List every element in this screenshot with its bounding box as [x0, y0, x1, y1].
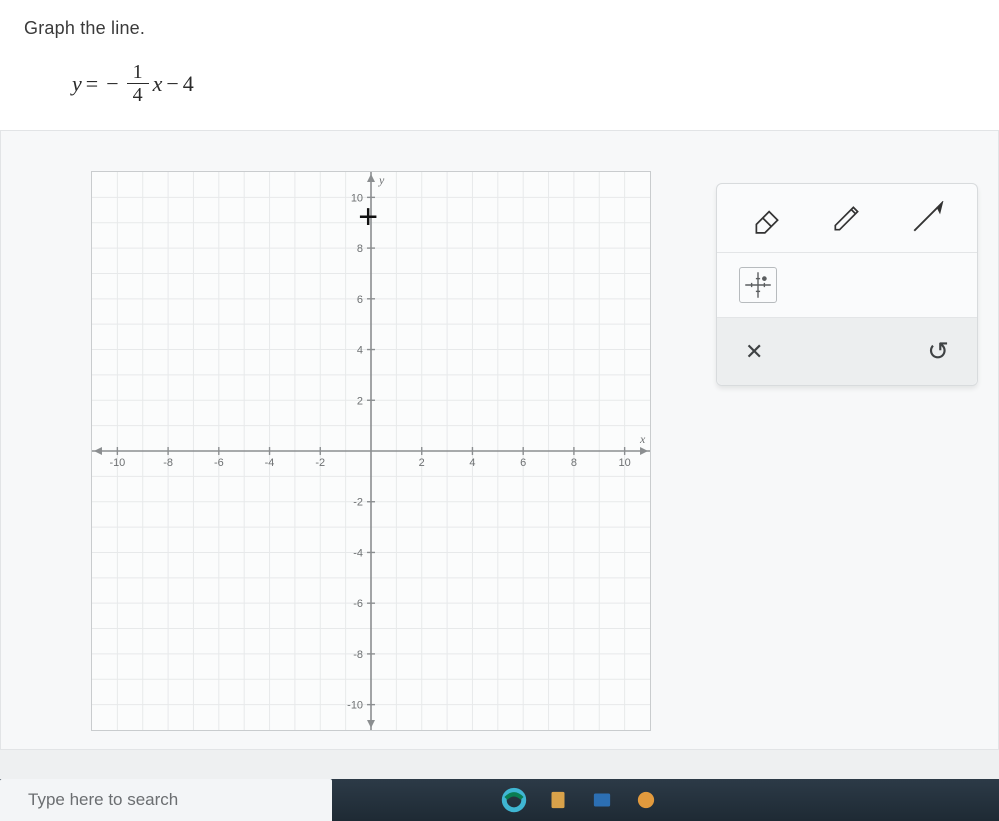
svg-text:-4: -4 — [265, 457, 275, 469]
taskbar-search-placeholder: Type here to search — [28, 790, 178, 810]
svg-text:-6: -6 — [214, 457, 224, 469]
svg-text:6: 6 — [357, 294, 363, 306]
svg-text:x: x — [639, 432, 646, 446]
point-tool-icon[interactable] — [739, 267, 777, 303]
windows-taskbar: Type here to search — [0, 779, 999, 821]
taskbar-app-icon-1[interactable] — [536, 779, 580, 821]
graph-workspace: -10-8-6-4-2246810-10-8-6-4-2246810xy + — [0, 130, 999, 750]
svg-text:2: 2 — [357, 395, 363, 407]
svg-text:y: y — [378, 173, 385, 187]
taskbar-app-icon-3[interactable] — [624, 779, 668, 821]
eraser-icon[interactable] — [745, 198, 789, 238]
svg-text:10: 10 — [619, 457, 631, 469]
svg-text:4: 4 — [357, 345, 363, 357]
svg-text:6: 6 — [520, 457, 526, 469]
instruction-text: Graph the line. — [24, 18, 999, 39]
equation-lhs: y — [72, 71, 82, 97]
equation-minus: − — [162, 71, 182, 97]
equation-denominator: 4 — [127, 84, 149, 106]
toolbox-row-tools — [717, 184, 977, 253]
toolbox-row-point — [717, 253, 977, 318]
svg-text:-4: -4 — [353, 547, 363, 559]
taskbar-edge-icon[interactable] — [492, 779, 536, 821]
graph-toolbox: ✕ ↺ — [716, 183, 978, 386]
svg-text:-8: -8 — [163, 457, 173, 469]
undo-button[interactable]: ↺ — [927, 336, 949, 367]
svg-text:2: 2 — [419, 457, 425, 469]
clear-button[interactable]: ✕ — [745, 339, 763, 365]
svg-text:8: 8 — [571, 457, 577, 469]
svg-text:-10: -10 — [109, 457, 125, 469]
coordinate-grid[interactable]: -10-8-6-4-2246810-10-8-6-4-2246810xy + — [91, 171, 651, 731]
equation-neg: − — [102, 71, 122, 97]
svg-text:-8: -8 — [353, 649, 363, 661]
toolbox-row-actions: ✕ ↺ — [717, 318, 977, 385]
svg-text:-2: -2 — [315, 457, 325, 469]
svg-text:-10: -10 — [347, 700, 363, 712]
equation-numerator: 1 — [127, 61, 149, 84]
line-tool-icon[interactable] — [905, 198, 949, 238]
equation-var: x — [153, 71, 163, 97]
taskbar-search[interactable]: Type here to search — [0, 779, 332, 821]
svg-text:8: 8 — [357, 243, 363, 255]
svg-text:-6: -6 — [353, 598, 363, 610]
equation-fraction: 1 4 — [127, 61, 149, 106]
taskbar-app-icon-2[interactable] — [580, 779, 624, 821]
svg-text:4: 4 — [469, 457, 475, 469]
equation: y = − 1 4 x − 4 — [24, 39, 999, 130]
grid-svg[interactable]: -10 -8 -6 -4 -2 2 4 6 8 10 -10 -8 -6 -4 -2 2 4 6 8 10 x y — [92, 172, 650, 730]
svg-text:10: 10 — [351, 192, 363, 204]
equation-eq: = — [82, 71, 102, 97]
pencil-icon[interactable] — [825, 198, 869, 238]
equation-constant: 4 — [183, 71, 194, 97]
svg-text:-2: -2 — [353, 497, 363, 509]
